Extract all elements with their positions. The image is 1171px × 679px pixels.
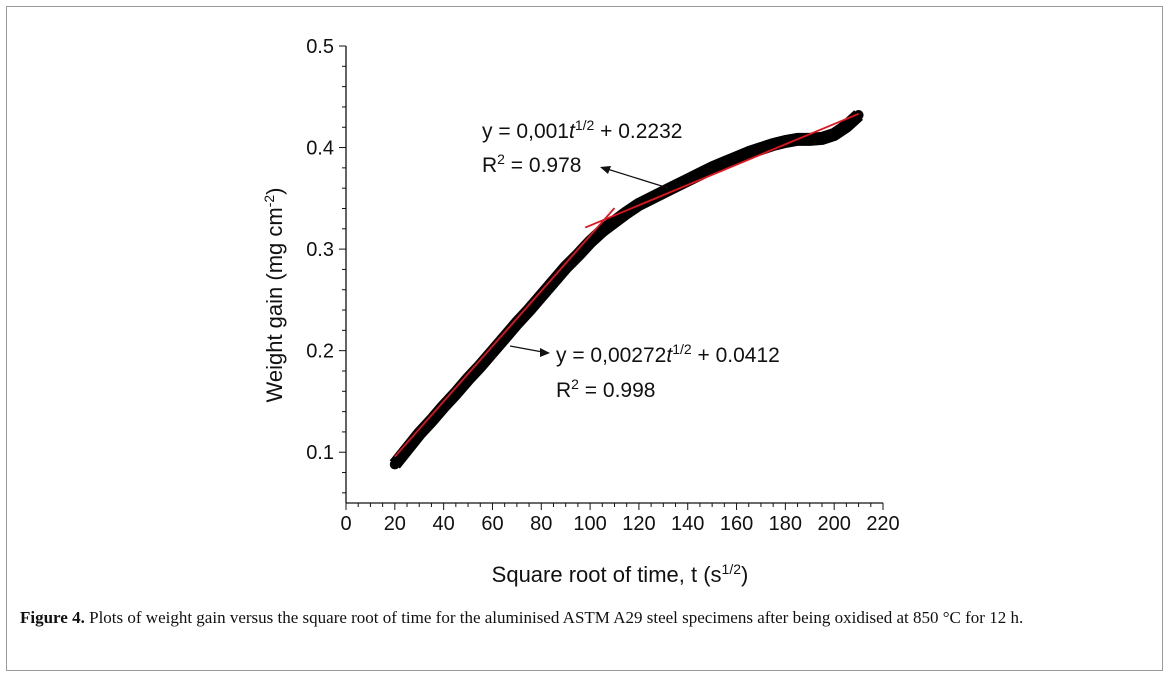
caption-label: Figure 4. bbox=[20, 608, 85, 627]
figure-frame bbox=[6, 6, 1163, 671]
y-tick-label: 0.5 bbox=[306, 36, 334, 58]
weight-gain-chart: 0 20 40 60 80 100 120 140 160 180 200 220 0.1 0.2 0.3 0… bbox=[261, 36, 900, 587]
x-tick-label: 40 bbox=[433, 513, 455, 535]
data-point bbox=[768, 139, 779, 150]
x-tick-label: 100 bbox=[573, 513, 606, 535]
data-point bbox=[743, 147, 754, 158]
data-point bbox=[597, 225, 608, 236]
data-point bbox=[719, 157, 730, 168]
measured-data-band bbox=[389, 110, 863, 469]
x-tick-label: 0 bbox=[340, 513, 351, 535]
x-tick-label: 200 bbox=[817, 513, 850, 535]
x-tick-label: 180 bbox=[769, 513, 802, 535]
x-tick-label: 20 bbox=[384, 513, 406, 535]
x-tick-label: 220 bbox=[866, 513, 899, 535]
x-tick-label: 80 bbox=[530, 513, 552, 535]
data-point bbox=[487, 346, 498, 357]
data-point bbox=[853, 110, 864, 121]
data-point bbox=[475, 360, 486, 371]
fit-1-equation: y = 0,00272t1/2 + 0.0412 bbox=[556, 341, 780, 367]
y-tick-label: 0.2 bbox=[306, 341, 334, 363]
data-point bbox=[450, 388, 461, 399]
y-tick-label: 0.1 bbox=[306, 442, 334, 464]
data-point bbox=[707, 162, 718, 173]
x-tick-label: 160 bbox=[720, 513, 753, 535]
x-tick-label: 120 bbox=[622, 513, 655, 535]
y-tick-label: 0.4 bbox=[306, 138, 334, 160]
fit-2-equation: y = 0,001t1/2 + 0.2232 bbox=[482, 117, 682, 143]
fit-2-r-squared: R2 = 0.978 bbox=[482, 151, 581, 177]
data-point bbox=[816, 133, 827, 144]
x-axis-label: Square root of time, t (s1/2) bbox=[492, 561, 749, 587]
x-tick-label: 60 bbox=[481, 513, 503, 535]
data-point bbox=[694, 168, 705, 179]
data-point bbox=[682, 175, 693, 186]
fit-2-arrowhead bbox=[600, 166, 611, 174]
fit-1-arrowhead bbox=[540, 348, 550, 357]
data-point bbox=[609, 216, 620, 227]
fit-line-2 bbox=[584, 113, 859, 229]
data-point bbox=[572, 250, 583, 261]
y-tick-label: 0.3 bbox=[306, 239, 334, 261]
data-point bbox=[829, 129, 840, 140]
figure-caption: Figure 4. Plots of weight gain versus th… bbox=[20, 608, 1150, 628]
data-point bbox=[804, 134, 815, 145]
data-point bbox=[841, 121, 852, 132]
y-axis-label: Weight gain (mg cm-2) bbox=[261, 188, 287, 403]
fit-2-arrow bbox=[603, 167, 669, 189]
fit-1-r-squared: R2 = 0.998 bbox=[556, 376, 655, 402]
data-point bbox=[755, 143, 766, 154]
fit-line-1 bbox=[394, 207, 616, 458]
data-point bbox=[731, 152, 742, 163]
x-tick-label: 140 bbox=[671, 513, 704, 535]
data-point bbox=[426, 415, 437, 426]
caption-text: Plots of weight gain versus the square r… bbox=[84, 608, 1024, 627]
data-point bbox=[389, 459, 400, 470]
